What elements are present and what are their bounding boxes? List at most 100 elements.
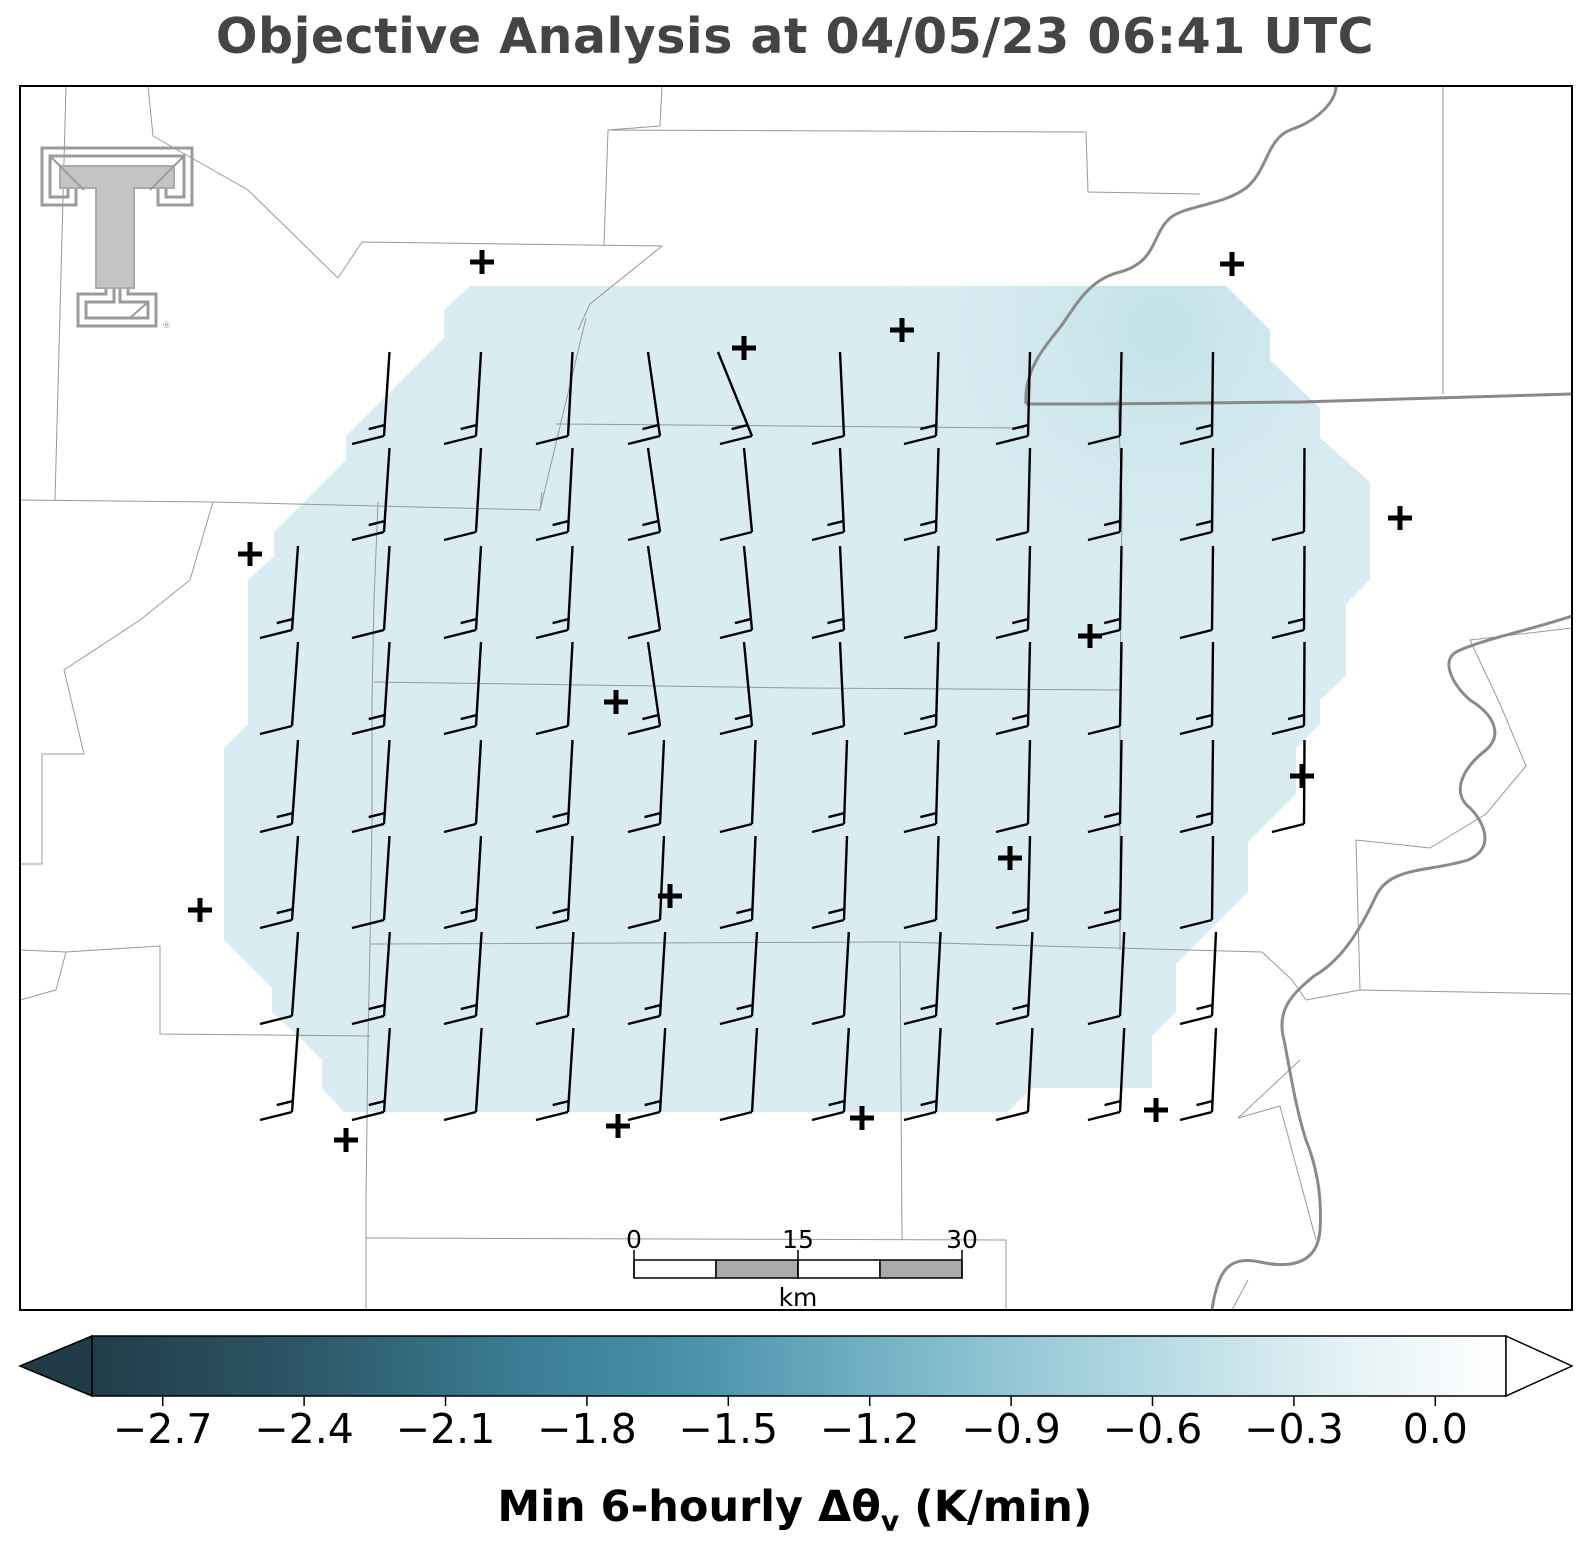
station-marker: [604, 690, 628, 714]
wind-barb-half: [460, 1003, 478, 1011]
wind-barb-staff: [1210, 1027, 1218, 1113]
wind-barb-half: [368, 713, 386, 721]
wind-barb-flag: [627, 1014, 661, 1026]
wind-barb-half: [460, 423, 477, 431]
wind-barb-flag: [351, 724, 385, 736]
wind-barb-staff: [1026, 351, 1032, 437]
wind-barb-flag: [903, 724, 937, 736]
wind-barb-half: [552, 519, 569, 527]
wind-barb: [351, 545, 391, 640]
wind-barb-flag: [995, 628, 1029, 640]
station-marker: [850, 1106, 874, 1130]
wind-barb: [1087, 641, 1123, 736]
wind-barb-flag: [1179, 918, 1213, 930]
wind-barb-half: [1195, 713, 1213, 721]
colorbar-tick-label: −0.6: [1102, 1405, 1203, 1453]
wind-barb: [535, 641, 574, 736]
wind-barb-staff: [382, 447, 391, 533]
wind-barb: [351, 835, 391, 930]
wind-barb-flag: [903, 918, 937, 930]
wind-barb-staff: [838, 641, 846, 727]
colorbar-label: Min 6-hourly Δθv (K/min): [0, 1482, 1590, 1538]
wind-barb: [1271, 447, 1306, 542]
wind-barb: [811, 1027, 850, 1122]
wind-barb-staff: [842, 835, 849, 921]
wind-barb-staff: [474, 447, 483, 533]
wind-barb: [995, 1027, 1034, 1122]
wind-barb-half: [920, 1003, 937, 1011]
wind-barb-flag: [535, 724, 569, 736]
wind-barb-half: [276, 811, 294, 819]
wind-barb-staff: [742, 641, 754, 727]
wind-barb-staff: [1026, 447, 1032, 533]
wind-barb: [1087, 835, 1123, 930]
wind-barb-flag: [995, 530, 1029, 542]
wind-barb-flag: [995, 434, 1029, 446]
wind-barb-flag: [811, 724, 845, 736]
wind-barb-flag: [351, 530, 385, 542]
wind-barb-flag: [1271, 628, 1305, 640]
wind-barb-flag: [811, 918, 845, 930]
wind-barb: [1179, 641, 1215, 736]
wind-barb-staff: [934, 545, 940, 631]
wind-barb: [535, 835, 574, 930]
wind-barb-staff: [1210, 835, 1215, 921]
wind-barb-flag: [995, 1014, 1029, 1026]
wind-barb-half: [734, 713, 752, 721]
wind-barb-staff: [1210, 351, 1215, 437]
wind-barb-half: [276, 617, 294, 625]
wind-barb: [1087, 351, 1123, 446]
wind-barb-staff: [474, 835, 483, 921]
wind-barb-staff: [1026, 1027, 1034, 1113]
wind-barb-flag: [351, 822, 385, 834]
wind-barb: [1179, 351, 1215, 446]
wind-barb-staff: [1026, 739, 1032, 825]
wind-barb-flag: [351, 1014, 385, 1026]
wind-barb: [811, 545, 846, 640]
colorbar-label-subscript: v: [880, 1504, 900, 1538]
wind-barb: [351, 351, 391, 446]
wind-barb: [443, 641, 483, 736]
station-marker: [470, 250, 494, 274]
colorbar-label-main: Min 6-hourly Δθ: [497, 1482, 881, 1532]
colorbar-extend-max: [1505, 1334, 1574, 1398]
wind-barb: [351, 739, 391, 834]
wind-barb: [1271, 641, 1306, 736]
wind-barb-staff: [838, 545, 846, 631]
wind-barb-staff: [566, 545, 574, 631]
wind-barb-staff: [1302, 447, 1306, 533]
wind-barb-flag: [903, 822, 937, 834]
wind-barb-staff: [742, 447, 754, 533]
wind-barb-half: [368, 1099, 386, 1107]
wind-barb-staff: [838, 447, 846, 533]
station-marker: [1388, 506, 1412, 530]
scale-label-0: 0: [626, 1225, 642, 1254]
wind-barb-staff: [842, 739, 849, 825]
wind-barb: [443, 545, 483, 640]
wind-barb-flag: [443, 628, 477, 640]
wind-barb-staff: [566, 447, 574, 533]
wind-barb-flag: [719, 822, 753, 834]
wind-barb: [351, 1027, 391, 1122]
wind-barb-flag: [259, 724, 293, 736]
wind-barb-staff: [934, 931, 942, 1017]
wind-barb: [535, 447, 574, 542]
wind-barb-flag: [1179, 530, 1213, 542]
wind-barb-half: [1104, 1099, 1121, 1107]
wind-barb: [719, 835, 757, 930]
wind-barb: [903, 545, 940, 640]
wind-barb-half: [1011, 713, 1029, 721]
wind-barb-staff: [750, 739, 757, 825]
wind-barb-staff: [1118, 641, 1123, 727]
wind-barb: [443, 739, 483, 834]
wind-barb-flag: [903, 628, 937, 640]
wind-barb-flag: [1179, 724, 1213, 736]
wind-barb: [535, 1027, 575, 1122]
wind-barb-half: [460, 907, 477, 915]
wind-barb: [719, 1027, 759, 1122]
wind-barb-flag: [811, 628, 845, 640]
wind-barb-staff: [934, 447, 940, 533]
wind-barb: [443, 1027, 483, 1122]
colorbar-tick-label: −1.5: [678, 1405, 779, 1453]
wind-barb-staff: [842, 1027, 850, 1113]
